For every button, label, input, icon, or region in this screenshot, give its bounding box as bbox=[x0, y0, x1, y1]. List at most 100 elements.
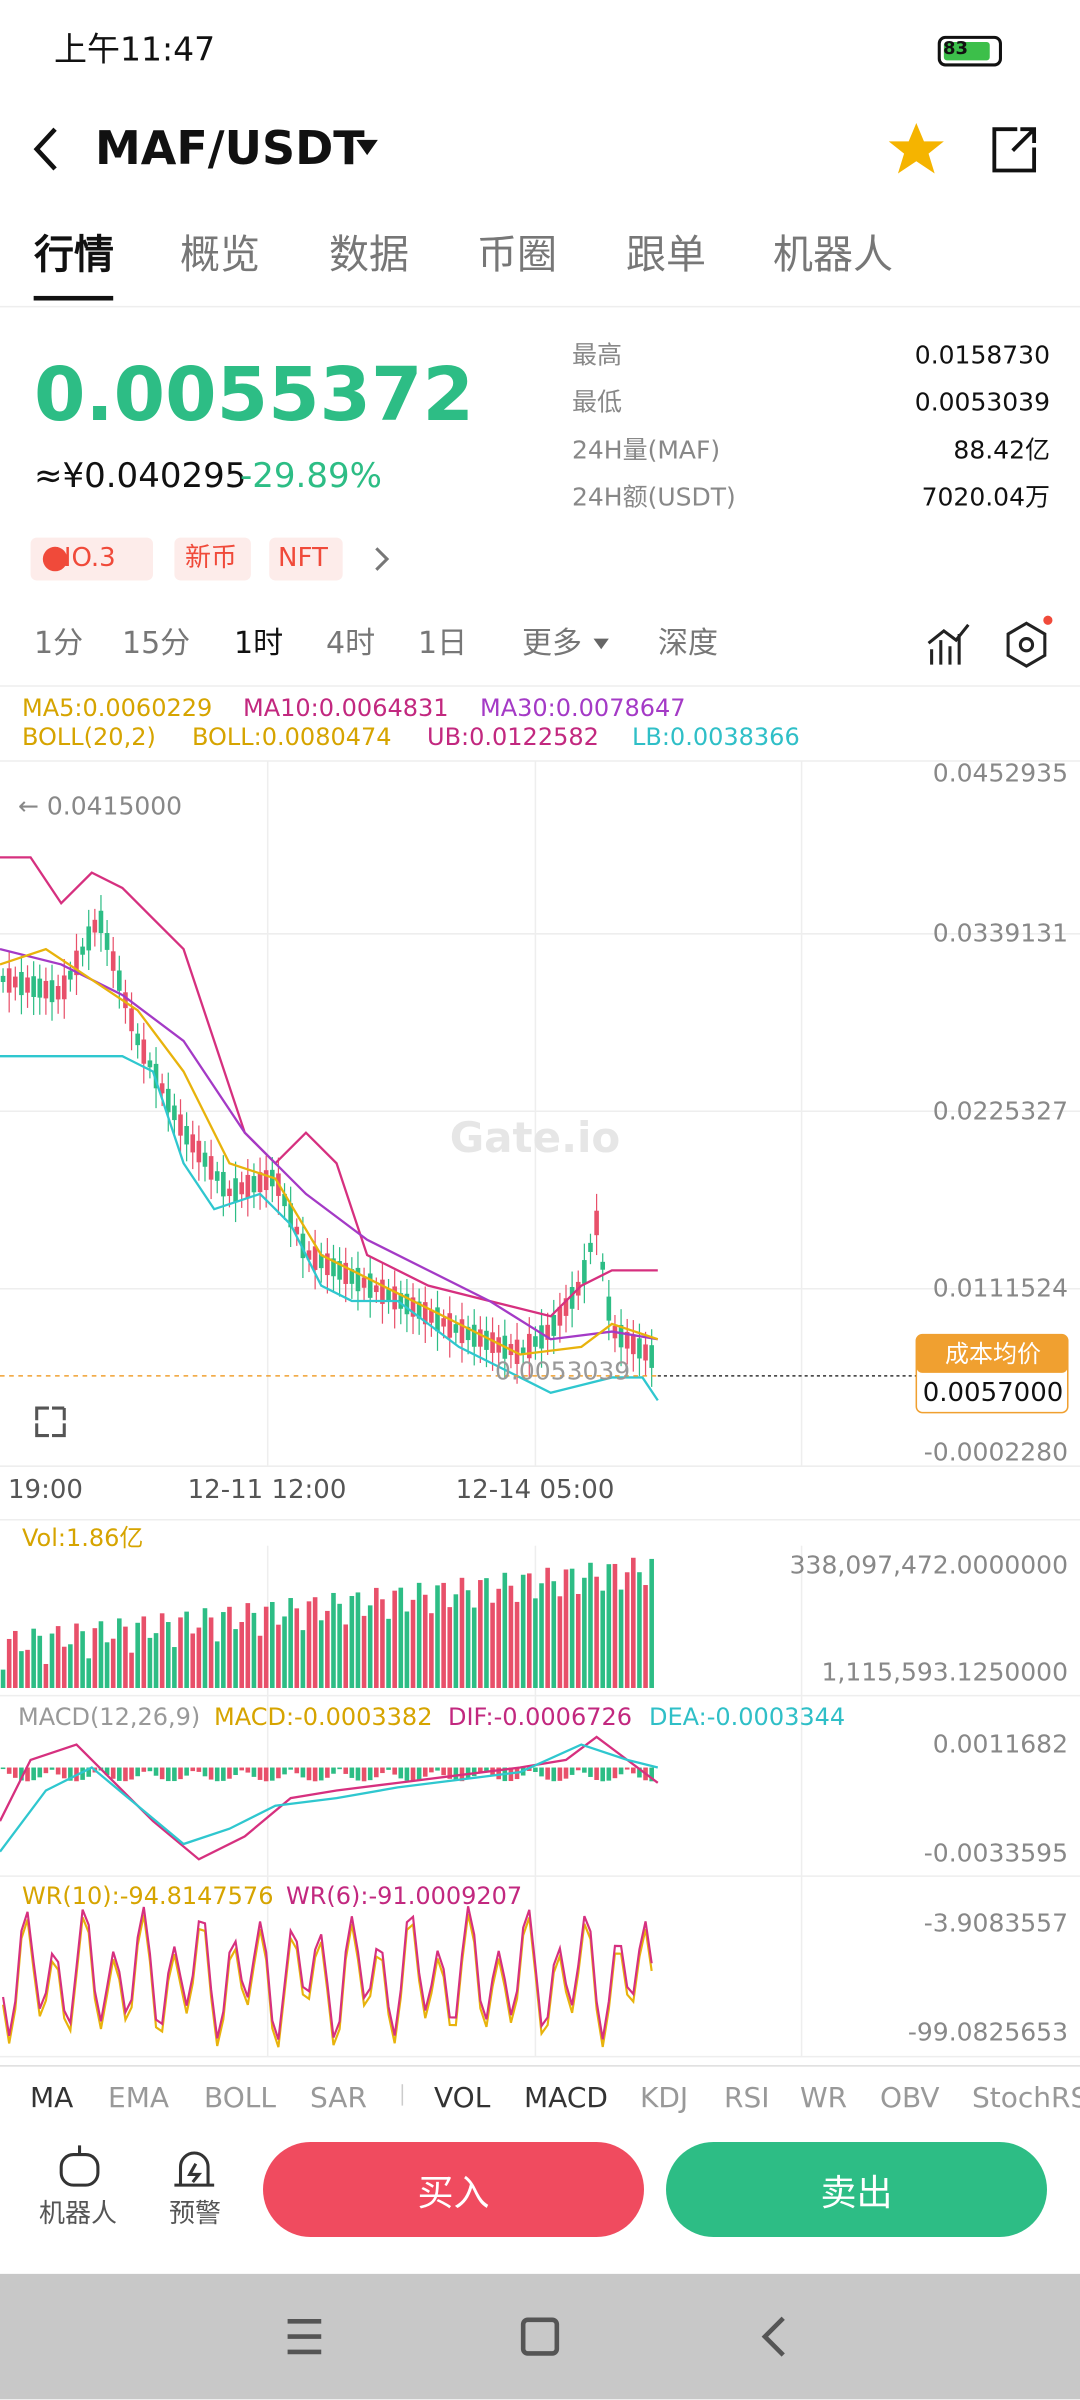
y-axis-label: -0.0002280 bbox=[923, 1437, 1068, 1467]
macd-bar bbox=[318, 1767, 324, 1781]
candle-body bbox=[380, 1279, 385, 1304]
indicator-tab[interactable]: OBV bbox=[880, 2081, 940, 2114]
interval[interactable]: 深度 bbox=[658, 626, 718, 661]
volume-bar bbox=[526, 1573, 532, 1688]
tab[interactable]: 概览 bbox=[180, 232, 260, 278]
volume-bar bbox=[643, 1585, 648, 1688]
volume-bar bbox=[165, 1622, 171, 1688]
macd-bar bbox=[153, 1767, 159, 1776]
grid bbox=[0, 305, 1080, 2058]
indicator-tab[interactable]: WR bbox=[800, 2081, 848, 2114]
candle-body bbox=[416, 1301, 422, 1319]
indicator-tab[interactable]: StochRS bbox=[972, 2081, 1080, 2114]
interval[interactable]: 15分 bbox=[122, 626, 191, 661]
badge bbox=[1043, 615, 1053, 625]
indicator-tab[interactable]: RSI bbox=[724, 2081, 770, 2114]
macd-bar bbox=[61, 1767, 67, 1779]
candle-body bbox=[465, 1326, 471, 1341]
volume-bar bbox=[618, 1589, 624, 1688]
macd-bar bbox=[600, 1767, 606, 1782]
interval[interactable]: 4时 bbox=[326, 626, 376, 661]
indicator-tab[interactable]: SAR bbox=[310, 2081, 367, 2114]
macd-bar bbox=[398, 1767, 404, 1779]
candle-body bbox=[520, 1347, 526, 1354]
macd-bar bbox=[533, 1767, 538, 1773]
macd-bar bbox=[245, 1767, 251, 1773]
indicator-tab[interactable]: VOL bbox=[434, 2081, 491, 2114]
volume-bar bbox=[435, 1585, 440, 1688]
candle-body bbox=[294, 1226, 300, 1235]
candle-body bbox=[374, 1285, 379, 1293]
stat-label: 最低 bbox=[572, 387, 623, 417]
battery-level: 83 bbox=[943, 38, 969, 59]
volume-bar bbox=[49, 1633, 55, 1688]
candle-body bbox=[361, 1277, 367, 1288]
candle-body bbox=[49, 980, 55, 1003]
interval[interactable]: 1时 bbox=[234, 626, 284, 661]
volume-bar bbox=[98, 1621, 104, 1688]
volume-bar bbox=[92, 1628, 98, 1688]
macd-bar bbox=[575, 1767, 581, 1771]
volume-label: Vol:1.86亿 bbox=[22, 1524, 144, 1552]
macd-bar bbox=[337, 1767, 342, 1770]
macd-bar bbox=[178, 1767, 183, 1780]
volume-bar bbox=[37, 1635, 43, 1688]
tab[interactable]: 币圈 bbox=[477, 232, 557, 278]
macd-bar bbox=[263, 1767, 269, 1782]
sell-button[interactable]: 卖出 bbox=[666, 2142, 1047, 2237]
candle-body bbox=[453, 1324, 459, 1333]
pair-dropdown[interactable] bbox=[356, 139, 378, 156]
wr-label: WR(6):-91.0009207 bbox=[286, 1882, 523, 1910]
volume-bar bbox=[196, 1627, 202, 1688]
indicator-value: LB:0.0038366 bbox=[632, 723, 800, 751]
last-price: 0.0055372 bbox=[34, 352, 475, 438]
candles bbox=[0, 895, 654, 1782]
more-dropdown[interactable] bbox=[593, 638, 609, 650]
volume-bar bbox=[306, 1601, 312, 1688]
indicator-value: MA30:0.0078647 bbox=[480, 694, 686, 722]
macd-bar bbox=[6, 1767, 12, 1774]
interval[interactable]: 1分 bbox=[34, 626, 84, 661]
indicator-tab[interactable]: MA bbox=[30, 2081, 74, 2114]
macd-bar bbox=[612, 1767, 618, 1779]
alert-label[interactable]: 预警 bbox=[168, 2199, 222, 2229]
tab[interactable]: 数据 bbox=[329, 232, 409, 278]
candle-body bbox=[490, 1332, 495, 1353]
cny-price: ≈¥0.040295 bbox=[34, 456, 247, 496]
buy-button[interactable]: 买入 bbox=[263, 2142, 644, 2237]
volume-bar bbox=[257, 1635, 263, 1688]
chart-tools[interactable] bbox=[927, 621, 1047, 668]
tab[interactable]: 跟单 bbox=[626, 232, 706, 278]
tab[interactable]: 机器人 bbox=[773, 232, 893, 278]
share-icon[interactable] bbox=[992, 127, 1037, 173]
candle-body bbox=[367, 1273, 373, 1298]
action-icons[interactable] bbox=[59, 2145, 215, 2187]
tab[interactable]: 行情 bbox=[34, 232, 114, 278]
volume-bar bbox=[318, 1620, 324, 1688]
fullscreen-icon[interactable] bbox=[35, 1406, 66, 1438]
candle-body bbox=[86, 926, 92, 951]
volume-bar bbox=[312, 1597, 318, 1688]
interval[interactable]: 更多 bbox=[522, 626, 582, 661]
indicator-tab[interactable]: KDJ bbox=[640, 2081, 689, 2114]
volume-bar bbox=[478, 1580, 483, 1688]
indicator-tab[interactable]: EMA bbox=[108, 2081, 170, 2114]
candle-body bbox=[239, 1182, 244, 1195]
candle-body bbox=[172, 1105, 177, 1121]
candle-body bbox=[422, 1302, 428, 1325]
interval[interactable]: 1日 bbox=[418, 626, 468, 661]
y-axis-label: 0.0339131 bbox=[932, 918, 1068, 948]
back-icon[interactable] bbox=[33, 127, 57, 171]
macd-bar bbox=[129, 1767, 134, 1780]
indicator-tab[interactable]: BOLL bbox=[204, 2081, 276, 2114]
macd-bar bbox=[374, 1767, 379, 1778]
volume-bar bbox=[343, 1624, 349, 1688]
rank-icon bbox=[42, 546, 68, 572]
volume-bar bbox=[74, 1623, 79, 1688]
robot-label[interactable]: 机器人 bbox=[38, 2199, 118, 2229]
indicator-tab[interactable]: MACD bbox=[524, 2081, 608, 2114]
pair-title[interactable]: MAF/USDT bbox=[95, 121, 365, 175]
favorite-icon[interactable] bbox=[888, 123, 944, 174]
tags-more[interactable] bbox=[375, 547, 390, 571]
